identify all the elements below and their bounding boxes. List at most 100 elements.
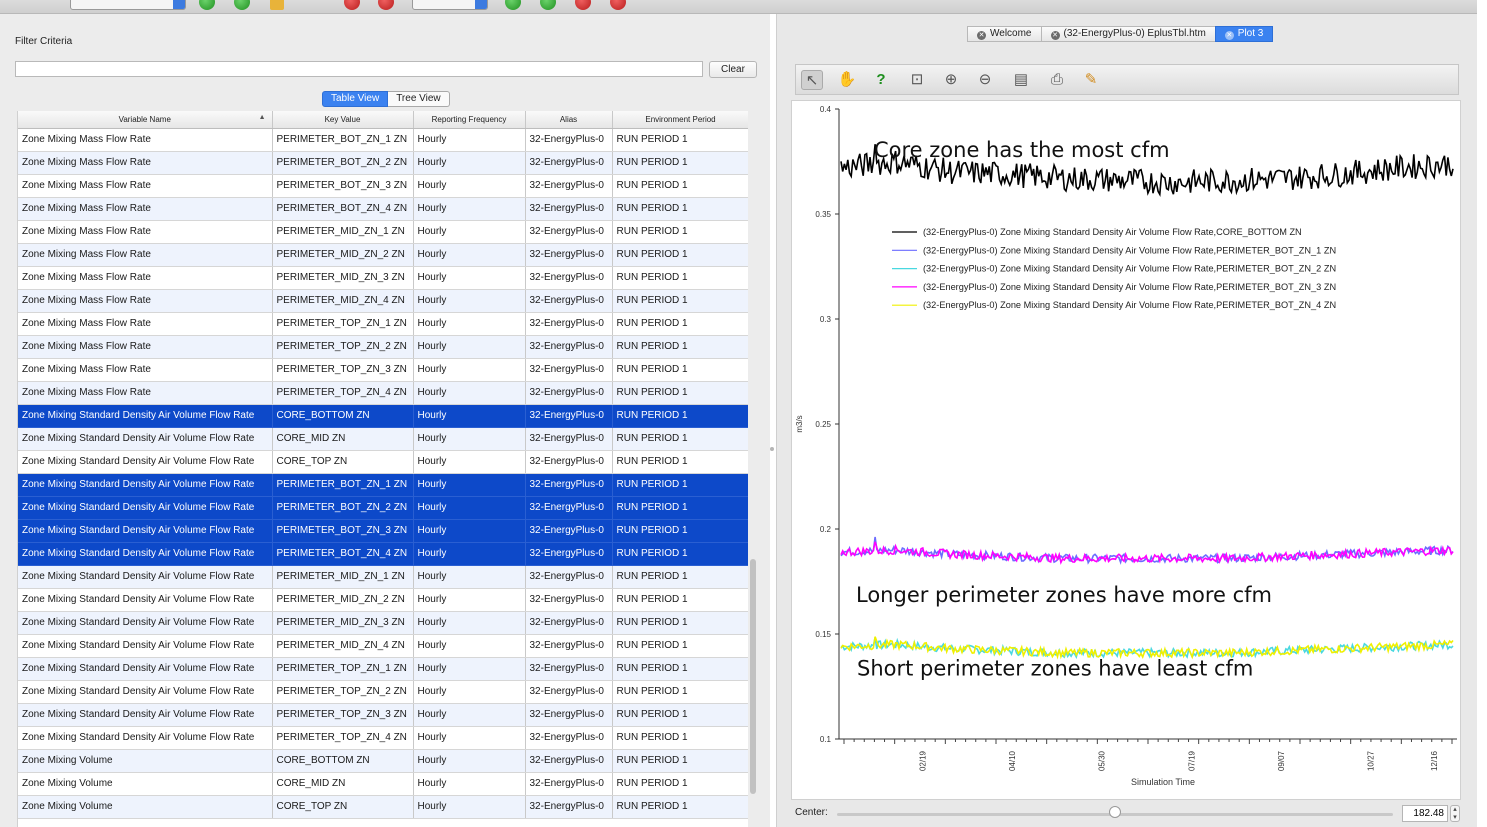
cell-key-value: CORE_MID ZN [272, 427, 414, 451]
close-icon[interactable]: ✕ [1224, 31, 1234, 40]
table-row[interactable]: Zone Mixing Mass Flow Rate PERIMETER_MID_… [18, 266, 748, 290]
table-row[interactable]: Zone Mixing Mass Flow Rate PERIMETER_TOP_… [18, 358, 748, 382]
table-row[interactable]: Zone Mixing Standard Density Air Volume … [18, 450, 748, 474]
tree-view-button[interactable]: Tree View [388, 91, 450, 107]
table-row[interactable]: Zone Mixing Volume CORE_MID ZN Hourly 32-En… [18, 772, 748, 796]
zoom-box-icon[interactable]: ⊡ [910, 71, 924, 88]
remove-icon[interactable] [344, 0, 360, 10]
table-row[interactable]: Zone Mixing Mass Flow Rate PERIMETER_MID_… [18, 220, 748, 244]
cell-environment-period: RUN PERIOD 1 [612, 772, 748, 796]
table-row[interactable]: Zone Mixing Standard Density Air Volume … [18, 634, 748, 658]
cell-variable-name: Zone Mixing Volume [18, 795, 273, 819]
table-row[interactable]: Zone Mixing Mass Flow Rate PERIMETER_MID_… [18, 289, 748, 313]
cell-key-value: PERIMETER_TOP_ZN_4 ZN [272, 726, 414, 750]
cell-variable-name: Zone Mixing Mass Flow Rate [18, 266, 273, 290]
add-plot-icon[interactable] [505, 0, 521, 10]
remove-all-icon[interactable] [378, 0, 394, 10]
column-header-environment-period[interactable]: Environment Period [612, 111, 748, 129]
table-row[interactable]: Zone Mixing Volume CORE_BOTTOM ZN Hourly 32… [18, 749, 748, 773]
cell-alias: 32-EnergyPlus-0 [525, 197, 613, 221]
edit-pen-icon[interactable]: ✎ [1084, 71, 1098, 88]
column-header-key-value[interactable]: Key Value [272, 111, 414, 129]
print-icon[interactable]: ⎙ [1050, 71, 1063, 88]
add-all-icon[interactable] [234, 0, 250, 10]
pan-hand-icon[interactable]: ✋ [837, 71, 857, 88]
remove-plot-all-icon[interactable] [610, 0, 626, 10]
table-row[interactable]: Zone Mixing Mass Flow Rate PERIMETER_BOT_… [18, 174, 748, 198]
series-line[interactable] [840, 144, 1454, 197]
table-row[interactable]: Zone Mixing Mass Flow Rate PERIMETER_BOT_… [18, 151, 748, 175]
y-tick-label: 0.3 [820, 315, 832, 324]
export-icon[interactable]: ▤ [1013, 71, 1029, 88]
table-row[interactable]: Zone Mixing Standard Density Air Volume … [18, 588, 748, 612]
chart-annotation: Core zone has the most cfm [874, 138, 1170, 162]
cell-reporting-frequency: Hourly [413, 611, 526, 635]
table-row[interactable]: Zone Mixing Standard Density Air Volume … [18, 427, 748, 451]
series-line[interactable] [840, 541, 1454, 565]
table-row[interactable]: Zone Mixing Mass Flow Rate PERIMETER_MID_… [18, 243, 748, 267]
table-scrollbar[interactable] [750, 559, 756, 794]
line-chart[interactable]: 0.4 0.35 0.3 0.25 0.2 0.15 0.1 m3/s 02/19 04/10 05… [792, 101, 1462, 801]
table-row[interactable]: Zone Mixing Standard Density Air Volume … [18, 611, 748, 635]
table-row[interactable]: Zone Mixing Mass Flow Rate PERIMETER_TOP_… [18, 381, 748, 405]
cell-alias: 32-EnergyPlus-0 [525, 151, 613, 175]
center-value-input[interactable] [1402, 805, 1448, 822]
table-row[interactable]: Zone Mixing Standard Density Air Volume … [18, 473, 748, 497]
table-row[interactable]: Zone Mixing Standard Density Air Volume … [18, 703, 748, 727]
table-row[interactable]: Zone Mixing Standard Density Air Volume … [18, 565, 748, 589]
column-header-alias[interactable]: Alias [525, 111, 613, 129]
tab-welcome[interactable]: ✕ Welcome [967, 26, 1042, 42]
cell-alias: 32-EnergyPlus-0 [525, 335, 613, 359]
file-select[interactable] [70, 0, 186, 10]
table-row[interactable]: Zone Mixing Standard Density Air Volume … [18, 496, 748, 520]
clear-button[interactable]: Clear [709, 61, 757, 78]
table-row[interactable]: Zone Mixing Standard Density Air Volume … [18, 657, 748, 681]
plot-select[interactable] [412, 0, 488, 10]
cell-reporting-frequency: Hourly [413, 749, 526, 773]
cell-variable-name: Zone Mixing Standard Density Air Volume … [18, 519, 273, 543]
stepper-icon[interactable]: ▴ ▾ [1450, 805, 1460, 822]
column-header-variable-name[interactable]: Variable Name ▲ [18, 111, 273, 129]
table-row[interactable]: Zone Mixing Mass Flow Rate PERIMETER_BOT_… [18, 128, 748, 152]
table-row[interactable]: Zone Mixing Mass Flow Rate PERIMETER_TOP_… [18, 335, 748, 359]
table-view-button[interactable]: Table View [322, 91, 389, 107]
chart-area[interactable]: 0.4 0.35 0.3 0.25 0.2 0.15 0.1 m3/s 02/19 04/10 05… [791, 100, 1461, 800]
cell-alias: 32-EnergyPlus-0 [525, 680, 613, 704]
cell-key-value: PERIMETER_BOT_ZN_2 ZN [272, 496, 414, 520]
series-line[interactable] [840, 637, 1454, 660]
table-row[interactable]: Zone Mixing Volume CORE_TOP ZN Hourly 32-En… [18, 795, 748, 819]
add-icon[interactable] [199, 0, 215, 10]
close-icon[interactable]: ✕ [977, 31, 986, 40]
x-tick-label: 07/19 [1187, 750, 1196, 771]
filter-input[interactable] [15, 61, 703, 77]
tab-eplustbl[interactable]: ✕ (32-EnergyPlus-0) EplusTbl.htm [1040, 26, 1216, 42]
splitter-handle[interactable] [770, 447, 774, 451]
x-axis-label: Simulation Time [1131, 777, 1195, 787]
table-row[interactable]: Zone Mixing Standard Density Air Volume … [18, 404, 748, 428]
table-row[interactable]: Zone Mixing Mass Flow Rate PERIMETER_BOT_… [18, 197, 748, 221]
add-plot-all-icon[interactable] [540, 0, 556, 10]
y-tick-label: 0.2 [820, 525, 832, 534]
table-row[interactable]: Zone Mixing Standard Density Air Volume … [18, 542, 748, 566]
zoom-in-icon[interactable]: ⊕ [944, 71, 958, 88]
cell-key-value: PERIMETER_BOT_ZN_4 ZN [272, 197, 414, 221]
series-line[interactable] [840, 636, 1454, 660]
chart-annotation: Longer perimeter zones have more cfm [856, 583, 1272, 607]
table-row[interactable]: Zone Mixing Standard Density Air Volume … [18, 680, 748, 704]
column-header-reporting-frequency[interactable]: Reporting Frequency [413, 111, 526, 129]
help-cursor-icon[interactable]: ? [876, 71, 886, 88]
center-slider-thumb[interactable] [1109, 806, 1121, 818]
select-arrow-icon[interactable]: ↖ [801, 70, 823, 90]
table-row[interactable]: Zone Mixing Standard Density Air Volume … [18, 726, 748, 750]
cell-key-value: PERIMETER_MID_ZN_1 ZN [272, 565, 414, 589]
zoom-out-icon[interactable]: ⊖ [978, 71, 992, 88]
remove-plot-icon[interactable] [575, 0, 591, 10]
table-row[interactable]: Zone Mixing Standard Density Air Volume … [18, 519, 748, 543]
folder-icon[interactable] [270, 0, 284, 10]
table-row[interactable]: Zone Mixing Mass Flow Rate PERIMETER_TOP_… [18, 312, 748, 336]
cell-environment-period: RUN PERIOD 1 [612, 657, 748, 681]
close-icon[interactable]: ✕ [1050, 31, 1060, 40]
cell-reporting-frequency: Hourly [413, 680, 526, 704]
x-tick-label: 04/10 [1008, 750, 1017, 771]
tab-plot-3[interactable]: ✕ Plot 3 [1214, 26, 1274, 42]
